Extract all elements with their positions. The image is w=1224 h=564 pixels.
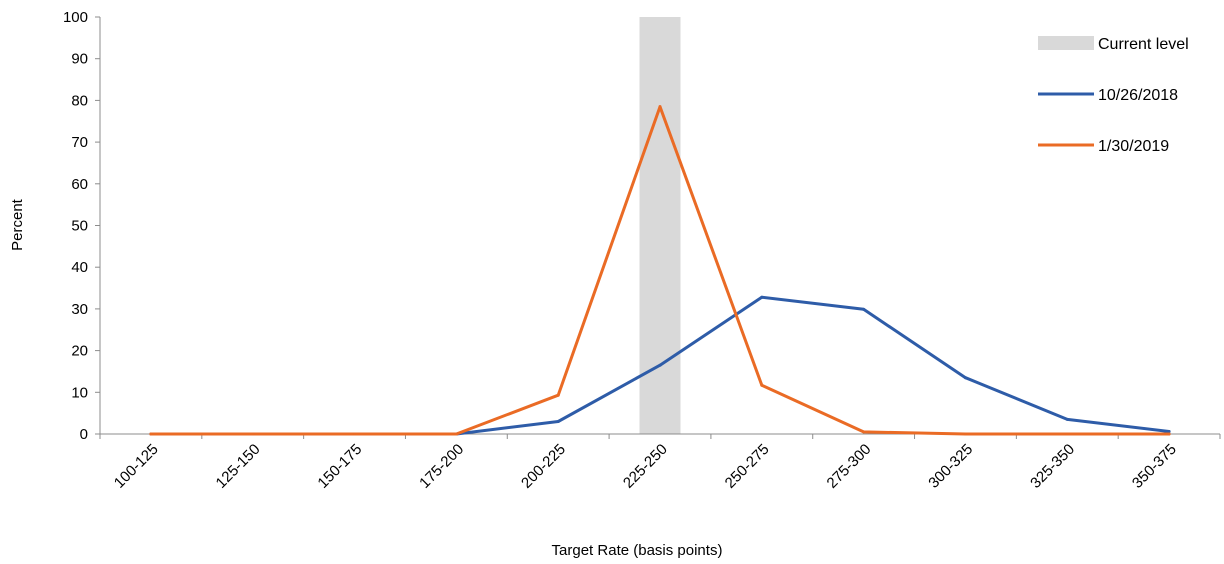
data-point [963,432,967,436]
x-tick-label: 200-225 [518,441,569,492]
legend: Current level 10/26/2018 1/30/2019 [1038,36,1189,155]
x-tick-label: 275-300 [824,441,875,492]
data-point [1065,417,1069,421]
data-point [251,432,255,436]
y-tick-label: 50 [71,218,88,235]
data-point [963,376,967,380]
x-tick-label: 125-150 [213,441,264,492]
data-point [1167,429,1171,433]
legend-label: 1/30/2019 [1098,138,1169,155]
data-point [1167,432,1171,436]
x-tick-label: 100-125 [111,441,162,492]
data-point [862,430,866,434]
data-point [862,307,866,311]
series-layer [149,105,1171,436]
x-tick-label: 350-375 [1129,441,1180,492]
data-point [658,363,662,367]
y-tick-label: 20 [71,343,88,360]
data-point [760,383,764,387]
y-tick-label: 60 [71,176,88,193]
legend-label: 10/26/2018 [1098,87,1178,104]
data-point [760,295,764,299]
y-tick-label: 30 [71,301,88,318]
data-point [556,393,560,397]
data-point [353,432,357,436]
x-tick-label: 300-325 [925,441,976,492]
y-tick-label: 0 [80,426,88,443]
y-tick-label: 70 [71,134,88,151]
x-tick-label: 150-175 [314,441,365,492]
x-tick-label: 325-350 [1027,441,1078,492]
y-tick-label: 10 [71,384,88,401]
data-point [149,432,153,436]
x-tick-label: 225-250 [620,441,671,492]
data-point [556,419,560,423]
data-point [454,432,458,436]
data-point [1065,432,1069,436]
legend-label: Current level [1098,36,1189,53]
y-tick-label: 100 [63,9,88,26]
x-tick-label: 175-200 [416,441,467,492]
legend-swatch-band [1038,36,1094,50]
y-axis-title: Percent [9,198,26,251]
x-tick-label: 250-275 [722,441,773,492]
y-tick-label: 40 [71,259,88,276]
y-tick-label: 90 [71,51,88,68]
x-axis-title: Target Rate (basis points) [552,542,723,559]
data-point [658,105,662,109]
y-tick-label: 80 [71,92,88,109]
